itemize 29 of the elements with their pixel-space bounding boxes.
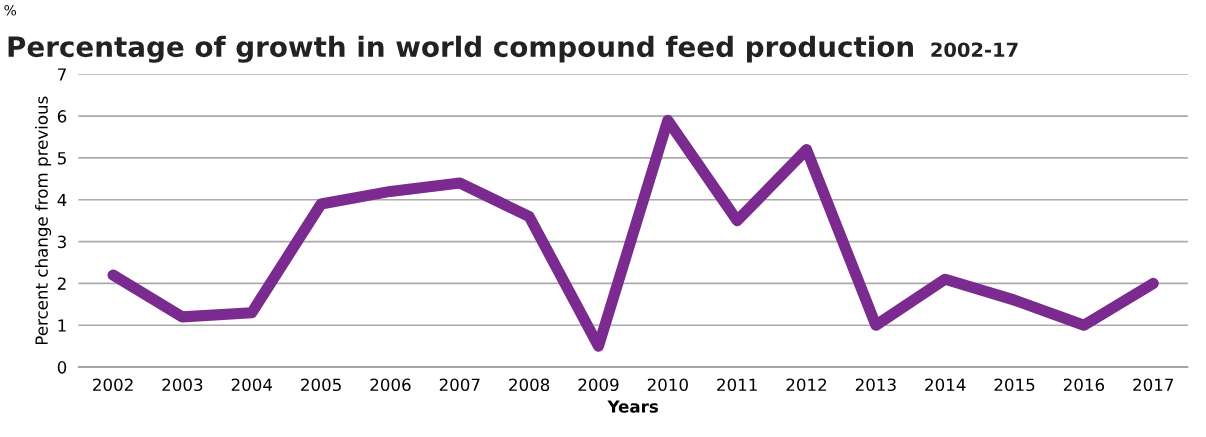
x-tick-label: 2011 <box>717 378 757 392</box>
y-tick-label: 3 <box>57 235 66 249</box>
x-tick-label: 2017 <box>1133 378 1174 392</box>
x-tick-label: 2008 <box>509 378 550 392</box>
x-tick-label: 2003 <box>162 378 203 392</box>
x-tick-label: 2009 <box>578 378 619 392</box>
x-tick-label: 2012 <box>786 378 827 392</box>
chart-title: Percentage of growth in world compound feed production <box>8 35 913 63</box>
chart-subtitle: 2002-17 <box>931 42 1018 58</box>
x-tick-label: 2002 <box>93 378 133 392</box>
y-tick-label: 4 <box>57 193 67 207</box>
y-tick-label: 2 <box>57 277 66 290</box>
x-tick-label: 2004 <box>231 378 273 392</box>
y-axis-title: Percent change from previous <box>34 96 52 345</box>
y-tick-label: 6 <box>57 110 67 123</box>
x-axis-title: Years <box>607 400 658 413</box>
y-tick-label: 5 <box>57 152 66 165</box>
x-tick-label: 2006 <box>370 378 411 392</box>
y-tick-label: 7 <box>58 68 66 81</box>
x-tick-label: 2016 <box>1063 378 1105 392</box>
y-tick-label: 1 <box>58 319 66 332</box>
y-tick-label: 0 <box>57 361 67 374</box>
x-tick-label: 2013 <box>855 378 896 392</box>
text: % <box>4 4 17 16</box>
x-tick-label: 2007 <box>439 378 480 392</box>
x-tick-label: 2015 <box>994 378 1035 392</box>
x-tick-label: 2010 <box>647 378 688 392</box>
x-tick-label: 2005 <box>301 378 341 392</box>
x-tick-label: 2014 <box>925 378 966 392</box>
